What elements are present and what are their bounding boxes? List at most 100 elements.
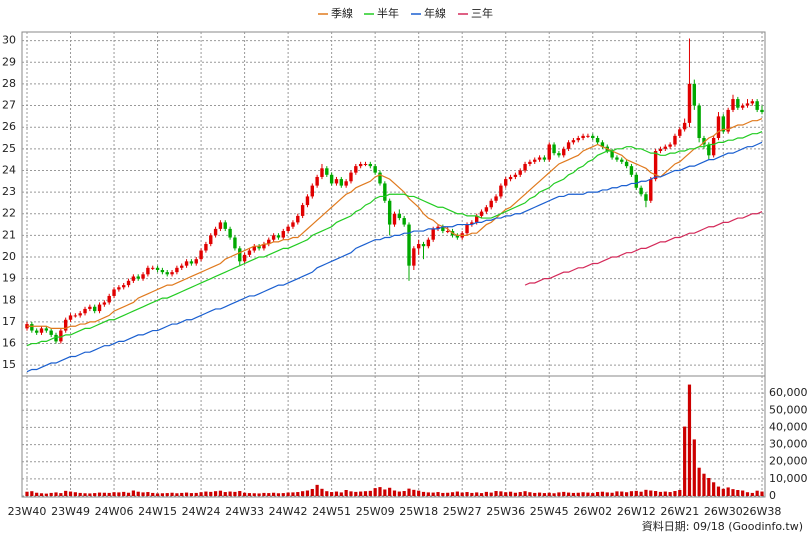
volume-bar	[325, 491, 329, 496]
volume-bar	[291, 492, 295, 496]
y-tick-label: 20	[2, 250, 16, 263]
x-tick-label: 25W18	[399, 505, 438, 518]
volume-bar	[59, 493, 63, 496]
volume-bar	[194, 492, 198, 496]
candle-body	[363, 163, 368, 165]
candle-body	[504, 179, 508, 186]
candle-body	[49, 330, 53, 335]
volume-bar	[25, 491, 29, 496]
y-tick-label: 26	[2, 120, 16, 133]
volume-bar	[499, 491, 503, 496]
candle-body	[122, 285, 126, 288]
candle-body	[131, 276, 136, 281]
candle-body	[687, 83, 692, 123]
candle-body	[649, 179, 653, 201]
candle-body	[141, 274, 145, 279]
candle-body	[194, 259, 198, 264]
candle-body	[615, 157, 619, 160]
volume-bar	[272, 492, 276, 496]
candle-body	[286, 226, 290, 232]
volume-bar	[683, 426, 687, 496]
ma-line	[26, 130, 763, 347]
candle-body	[639, 187, 643, 195]
volume-bar	[562, 491, 566, 496]
candle-body	[566, 142, 571, 149]
candle-body	[310, 185, 314, 197]
volume-bar	[615, 491, 619, 496]
candle-body	[334, 179, 339, 184]
volume-bar	[692, 439, 696, 496]
candle-body	[383, 183, 387, 201]
candle-body	[73, 315, 78, 317]
candle-body	[707, 144, 711, 156]
volume-bar	[388, 487, 392, 496]
volume-bar	[412, 489, 416, 496]
volume-bar	[228, 491, 232, 496]
candle-body	[228, 228, 232, 238]
volume-bar	[566, 492, 571, 496]
candle-body	[199, 250, 203, 260]
volume-bar	[39, 493, 44, 496]
volume-bar	[528, 492, 532, 496]
volume-bar	[93, 493, 97, 496]
volume-bar	[223, 492, 227, 496]
candle-body	[397, 213, 402, 219]
candle-body	[711, 138, 716, 156]
candle-body	[387, 200, 392, 225]
candle-body	[165, 272, 169, 275]
volume-bar	[97, 492, 102, 496]
candle-body	[223, 222, 227, 229]
volume-tick-label: 0	[769, 489, 776, 502]
plot-frame	[21, 31, 766, 498]
volume-bar	[407, 488, 411, 496]
candle-body	[702, 138, 706, 145]
volume-bar	[218, 490, 223, 496]
volume-bar	[479, 493, 484, 496]
candle-body	[271, 235, 276, 240]
candle-body	[233, 237, 237, 249]
volume-tick-label: 10,000	[769, 472, 808, 485]
volume-bar	[658, 491, 663, 496]
volume-bar	[383, 489, 387, 496]
volume-bar	[741, 490, 745, 496]
candle-body	[315, 176, 319, 186]
candle-body	[175, 267, 179, 273]
volume-bar	[64, 490, 68, 496]
candle-body	[54, 334, 58, 342]
volume-bar	[252, 493, 256, 496]
candle-body	[68, 315, 73, 320]
candle-body	[518, 170, 522, 175]
candle-body	[78, 313, 82, 316]
candle-body	[344, 181, 348, 186]
volume-bar	[373, 488, 377, 496]
candle-body	[673, 135, 677, 145]
volume-bar	[450, 492, 455, 496]
candle-body	[547, 144, 551, 160]
candle-body	[431, 228, 435, 240]
volume-bar	[83, 493, 87, 496]
volume-bar	[571, 492, 576, 496]
candle-body	[107, 295, 111, 303]
legend: 季線 半年 年線 三年	[318, 6, 493, 20]
candle-body	[441, 226, 445, 232]
volume-tick-label: 50,000	[769, 403, 808, 416]
candle-body	[88, 306, 92, 309]
candle-body	[257, 246, 261, 249]
candle-body	[238, 248, 242, 262]
volume-bar	[610, 492, 614, 496]
legend-label: 半年	[377, 6, 399, 20]
volume-bar	[242, 492, 247, 496]
volume-bar	[126, 492, 131, 496]
candle-body	[242, 254, 247, 262]
volume-bar	[513, 492, 517, 496]
volume-bar	[131, 490, 135, 496]
y-tick-label: 29	[2, 55, 16, 68]
volume-bar	[750, 492, 754, 496]
candle-body	[213, 228, 218, 236]
candle-body	[663, 146, 667, 149]
volume-bar	[508, 491, 513, 496]
volume-bar	[199, 492, 203, 496]
y-tick-label: 23	[2, 185, 16, 198]
volume-bar	[745, 492, 750, 496]
